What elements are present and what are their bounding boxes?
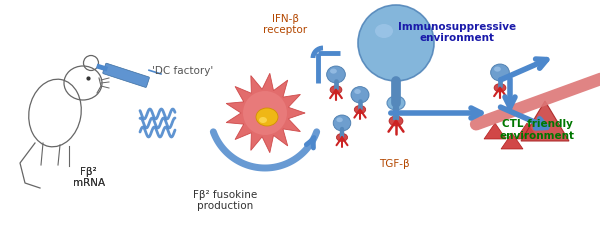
Ellipse shape [387, 97, 405, 110]
Ellipse shape [389, 116, 403, 126]
Polygon shape [521, 102, 569, 141]
Text: Immunosuppressive
environment: Immunosuppressive environment [398, 21, 516, 43]
Polygon shape [516, 123, 538, 139]
Ellipse shape [375, 25, 393, 39]
Text: TGF-β: TGF-β [379, 158, 410, 168]
Text: Fβ²
mRNA: Fβ² mRNA [73, 166, 105, 188]
FancyBboxPatch shape [103, 64, 149, 88]
Ellipse shape [354, 106, 366, 114]
Ellipse shape [354, 90, 361, 94]
Text: CTL friendly
environment: CTL friendly environment [499, 119, 575, 140]
Ellipse shape [243, 92, 287, 135]
Polygon shape [501, 134, 523, 149]
Text: 'DC factory': 'DC factory' [152, 65, 214, 76]
Circle shape [358, 6, 434, 82]
Text: IFN-β
receptor: IFN-β receptor [263, 13, 307, 35]
Ellipse shape [337, 118, 343, 123]
Polygon shape [226, 74, 305, 153]
Text: Fβ²
mRNA: Fβ² mRNA [73, 166, 105, 188]
Ellipse shape [494, 84, 506, 93]
Ellipse shape [491, 65, 509, 82]
Ellipse shape [259, 118, 267, 123]
Ellipse shape [333, 116, 351, 131]
Ellipse shape [351, 87, 369, 103]
Ellipse shape [337, 134, 347, 142]
Ellipse shape [326, 67, 346, 84]
Polygon shape [484, 123, 506, 139]
Ellipse shape [494, 67, 501, 72]
Ellipse shape [330, 86, 342, 95]
Text: Fβ² fusokine
production: Fβ² fusokine production [193, 189, 257, 211]
Ellipse shape [256, 109, 278, 126]
Ellipse shape [330, 69, 337, 74]
